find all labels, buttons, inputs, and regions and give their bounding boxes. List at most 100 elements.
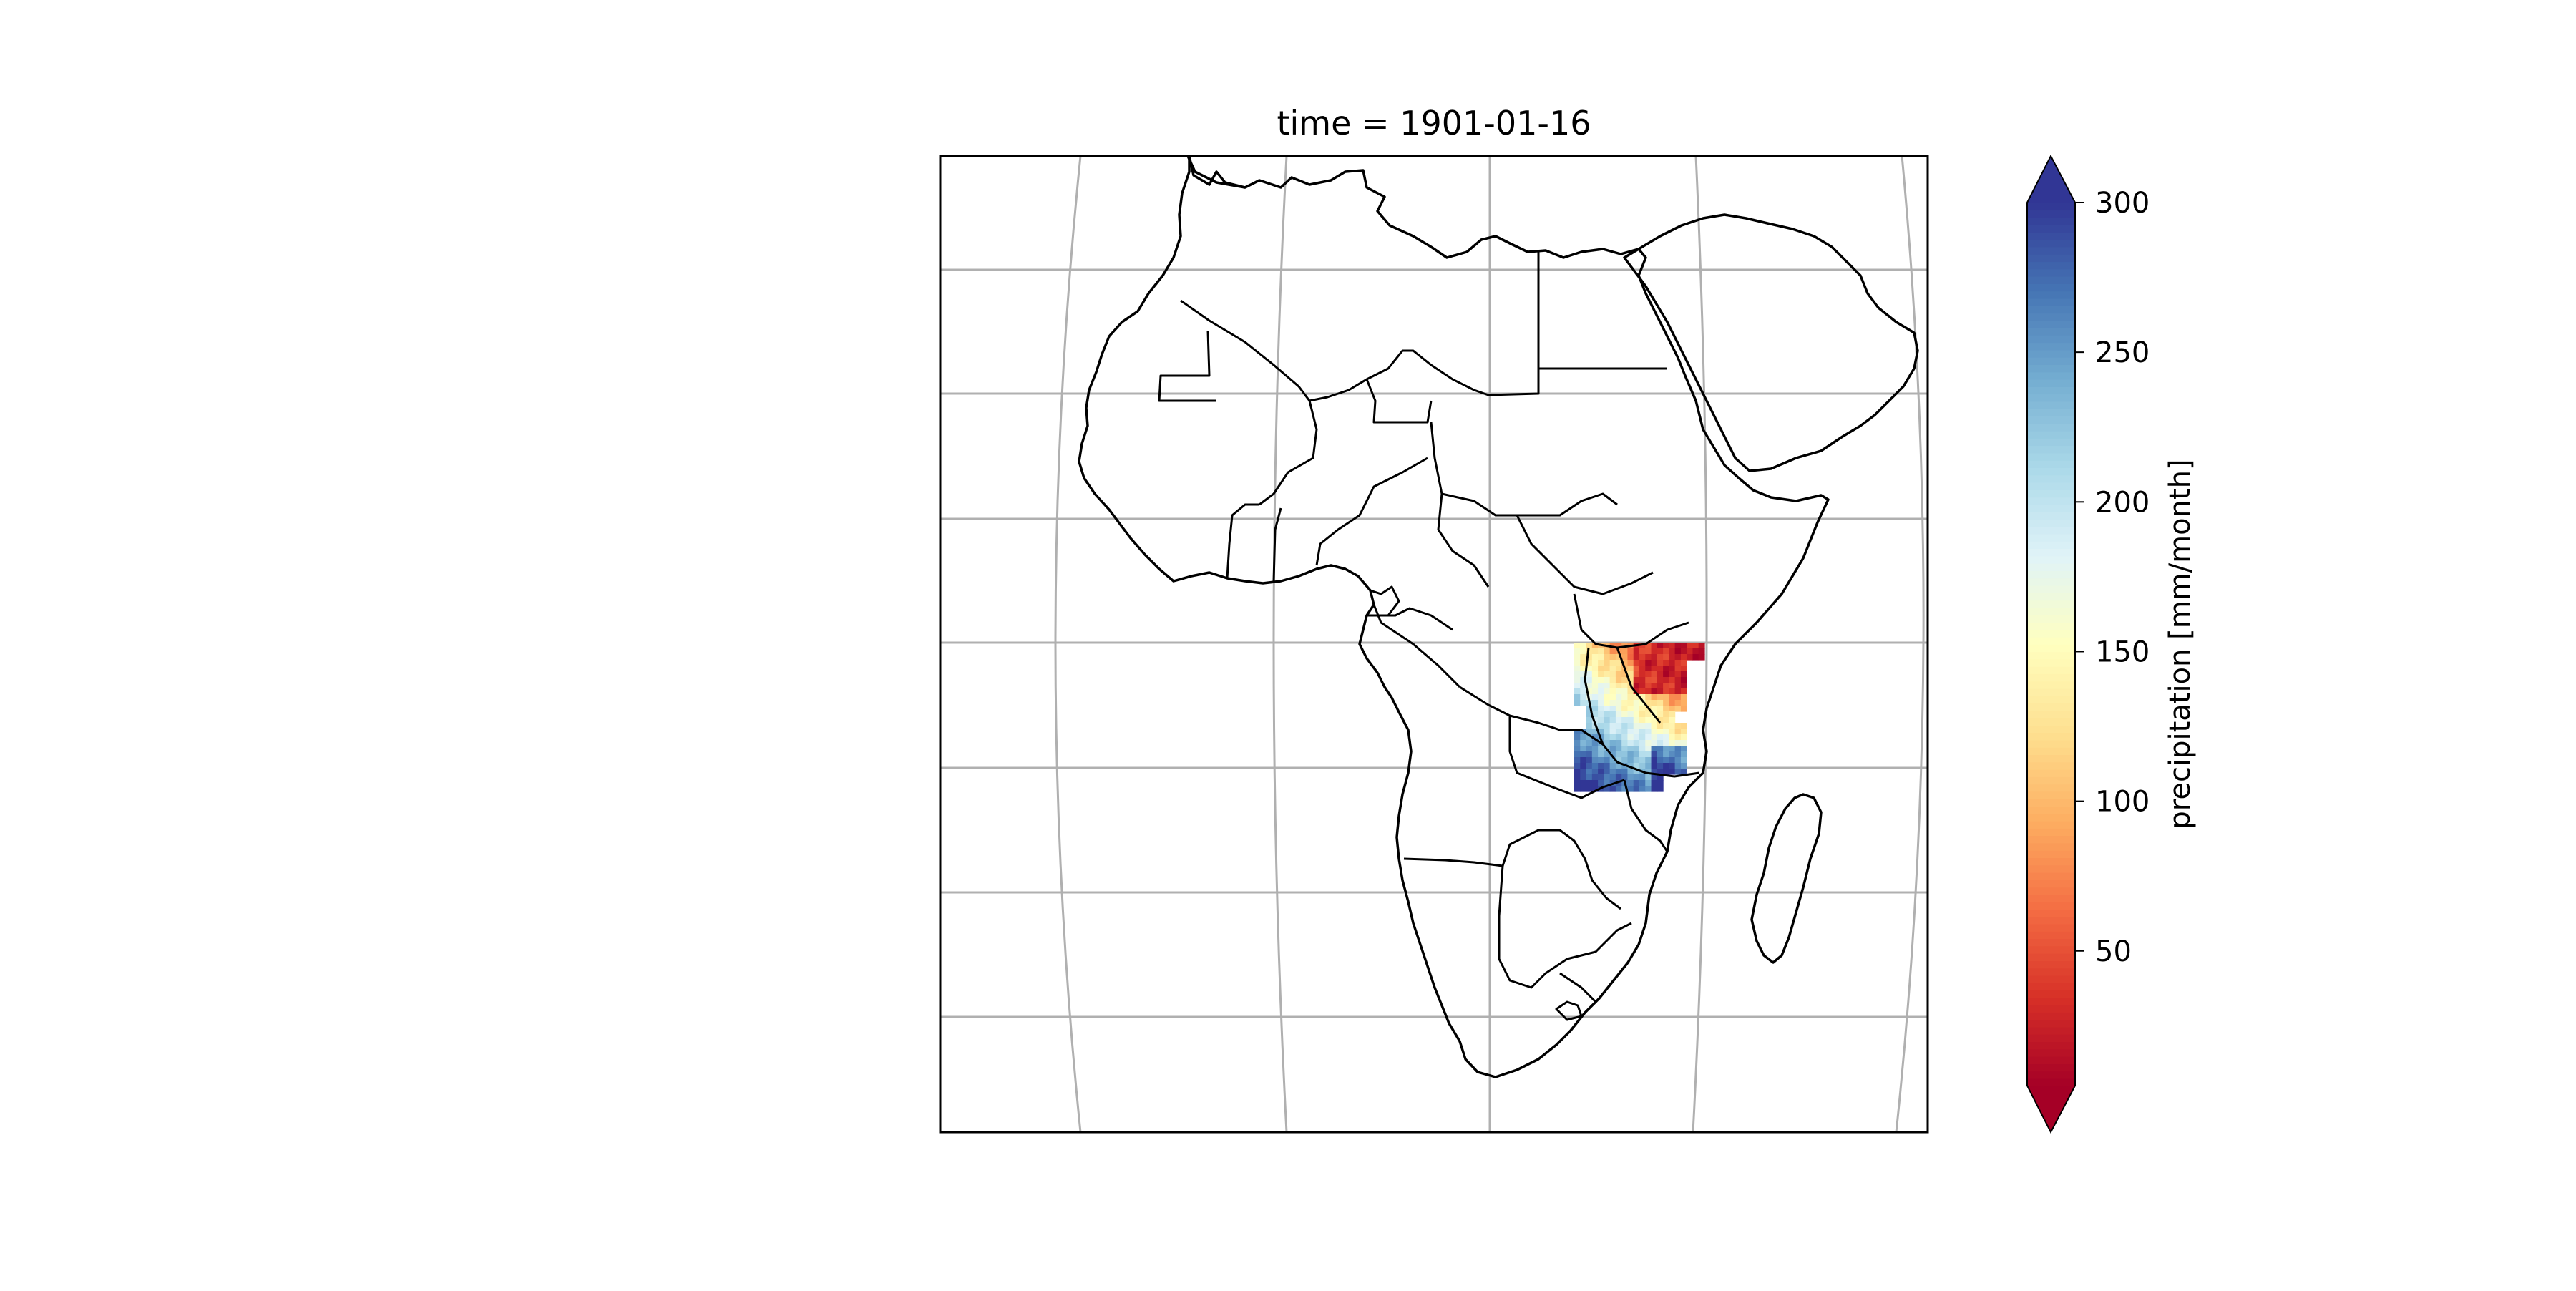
raster-cell: [1663, 654, 1669, 661]
raster-cell: [1574, 643, 1581, 649]
raster-cell: [1633, 677, 1640, 683]
colorbar-band: [2027, 806, 2075, 814]
raster-cell: [1657, 706, 1664, 712]
raster-cell: [1621, 734, 1629, 741]
border: [1259, 400, 1318, 506]
colorbar-band: [2027, 695, 2075, 704]
colorbar-band: [2027, 239, 2075, 248]
raster-cell: [1645, 763, 1652, 769]
raster-cell: [1680, 734, 1687, 741]
colorbar-band: [2027, 555, 2075, 564]
raster-cell: [1627, 769, 1634, 775]
raster-cell: [1621, 648, 1629, 655]
raster-cell: [1598, 763, 1604, 769]
raster-cell: [1574, 769, 1581, 775]
raster-cell: [1657, 654, 1664, 661]
raster-cell: [1633, 660, 1640, 666]
raster-cell: [1609, 734, 1616, 741]
raster-cell: [1598, 751, 1604, 758]
map-axes: [940, 156, 1928, 1132]
raster-cell: [1674, 643, 1682, 649]
raster-cell: [1621, 769, 1629, 775]
raster-cell: [1657, 734, 1664, 741]
country-borders: [1158, 250, 1700, 1021]
raster-cell: [1651, 717, 1658, 724]
raster-cell: [1633, 769, 1640, 775]
raster-cell: [1657, 757, 1664, 764]
raster-cell: [1580, 751, 1587, 758]
raster-cell: [1645, 648, 1652, 655]
madagascar-coastline: [1750, 793, 1823, 964]
raster-cell: [1580, 643, 1587, 649]
colorbar-band: [2027, 784, 2075, 792]
raster-cell: [1674, 654, 1682, 661]
raster-cell: [1621, 729, 1629, 735]
raster-cell: [1674, 671, 1682, 678]
raster-cell: [1645, 666, 1652, 672]
raster-cell: [1580, 780, 1587, 786]
raster-cell: [1609, 648, 1616, 655]
border: [1370, 585, 1400, 616]
raster-cell: [1651, 774, 1658, 781]
raster-cell: [1591, 671, 1599, 678]
colorbar-tick-label: 150: [2095, 635, 2150, 668]
border: [1488, 250, 1540, 396]
raster-cell: [1574, 666, 1581, 672]
raster-cell: [1604, 786, 1611, 792]
raster-cell: [1651, 706, 1658, 712]
colorbar-band: [2027, 283, 2075, 292]
raster-cell: [1687, 643, 1694, 649]
raster-cell: [1586, 769, 1593, 775]
raster-cell: [1633, 648, 1640, 655]
raster-cell: [1609, 723, 1616, 729]
raster-cell: [1598, 780, 1604, 786]
colorbar-band: [2027, 1063, 2075, 1072]
colorbar-band: [2027, 997, 2075, 1005]
colorbar-band: [2027, 894, 2075, 902]
colorbar-band: [2027, 364, 2075, 373]
raster-cell: [1586, 786, 1593, 792]
raster-cell: [1669, 763, 1676, 769]
raster-cell: [1615, 769, 1622, 775]
raster-cell: [1669, 688, 1676, 695]
raster-cell: [1621, 677, 1629, 683]
raster-cell: [1604, 774, 1611, 781]
colorbar-band: [2027, 430, 2075, 439]
raster-cell: [1591, 780, 1599, 786]
raster-cell: [1615, 746, 1622, 752]
colorbar-band: [2027, 246, 2075, 255]
raster-cell: [1580, 666, 1587, 672]
raster-cell: [1580, 671, 1587, 678]
raster-cell: [1591, 734, 1599, 741]
raster-cell: [1580, 740, 1587, 746]
raster-cell: [1680, 706, 1687, 712]
raster-cell: [1651, 740, 1658, 746]
raster-cell: [1621, 660, 1629, 666]
raster-cell: [1586, 648, 1593, 655]
raster-cell: [1674, 706, 1682, 712]
raster-cell: [1680, 700, 1687, 706]
raster-cell: [1586, 740, 1593, 746]
raster-cell: [1674, 746, 1682, 752]
raster-cell: [1604, 654, 1611, 661]
border: [1616, 647, 1662, 724]
raster-cell: [1657, 723, 1664, 729]
colorbar-bands: [2027, 203, 2075, 1086]
colorbar-band: [2027, 703, 2075, 711]
raster-cell: [1680, 648, 1687, 655]
raster-cell: [1651, 700, 1658, 706]
raster-cell: [1604, 780, 1611, 786]
raster-cell: [1663, 648, 1669, 655]
raster-cell: [1627, 751, 1634, 758]
raster-cell: [1604, 717, 1611, 724]
colorbar-extend-max: [2027, 156, 2075, 203]
colorbar-band: [2027, 769, 2075, 777]
colorbar-band: [2027, 717, 2075, 726]
raster-cell: [1574, 677, 1581, 683]
raster-cell: [1633, 734, 1640, 741]
raster-cell: [1674, 648, 1682, 655]
raster-cell: [1574, 654, 1581, 661]
raster-cell: [1627, 671, 1634, 678]
raster-cell: [1598, 746, 1604, 752]
raster-cell: [1687, 654, 1694, 661]
